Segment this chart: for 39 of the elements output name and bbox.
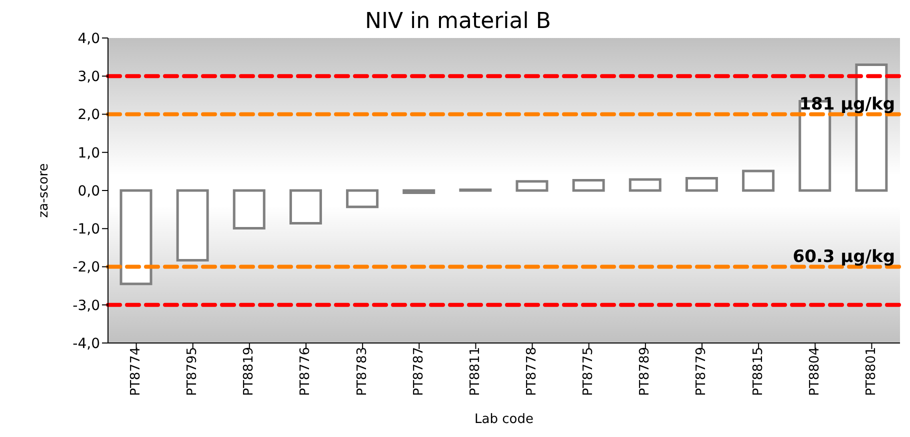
bar (516, 180, 548, 192)
bar (289, 189, 322, 225)
x-tick-label: PT8779 (694, 347, 710, 396)
bar (346, 189, 379, 208)
y-tick-label: 4,0 (78, 30, 100, 47)
x-tick-label: PT8819 (242, 347, 257, 396)
x-tick-label: PT8776 (298, 347, 314, 396)
y-tick-label: -4,0 (72, 336, 100, 352)
bar (120, 189, 152, 286)
y-tick-label: 0,0 (78, 183, 100, 200)
x-tick-label: PT8815 (750, 347, 766, 396)
x-tick-label: PT8795 (185, 347, 200, 396)
chart-title: NIV in material B (365, 9, 551, 34)
bar (628, 178, 662, 192)
bar (232, 189, 266, 230)
x-tick-label: PT8811 (468, 347, 483, 396)
x-axis-title: Lab code (474, 412, 534, 427)
x-tick-label: PT8775 (581, 347, 596, 396)
x-tick-label: PT8787 (411, 347, 426, 396)
bar (402, 189, 436, 194)
bar (685, 177, 718, 192)
x-tick-label: PT8789 (638, 347, 653, 396)
y-tick-label: 3,0 (78, 69, 100, 86)
bar (742, 170, 775, 192)
ref-line-label: 181 µg/kg (799, 94, 895, 114)
x-tick-label: PT8804 (807, 347, 822, 396)
x-tick-label: PT8778 (524, 347, 540, 396)
y-tick-label: 1,0 (78, 145, 100, 162)
x-tick-label: PT8783 (354, 347, 370, 396)
x-tick-label: PT8774 (128, 347, 144, 396)
bar (176, 189, 209, 262)
y-tick-label: -2,0 (72, 260, 100, 276)
bar (572, 178, 605, 192)
y-axis-title: za-score (36, 163, 52, 218)
x-tick-label: PT8801 (864, 347, 879, 396)
y-tick-label: -3,0 (72, 298, 100, 314)
y-tick-label: 2,0 (78, 107, 100, 124)
ref-line-label: 60.3 µg/kg (792, 246, 895, 267)
y-tick-label: -1,0 (72, 222, 100, 238)
